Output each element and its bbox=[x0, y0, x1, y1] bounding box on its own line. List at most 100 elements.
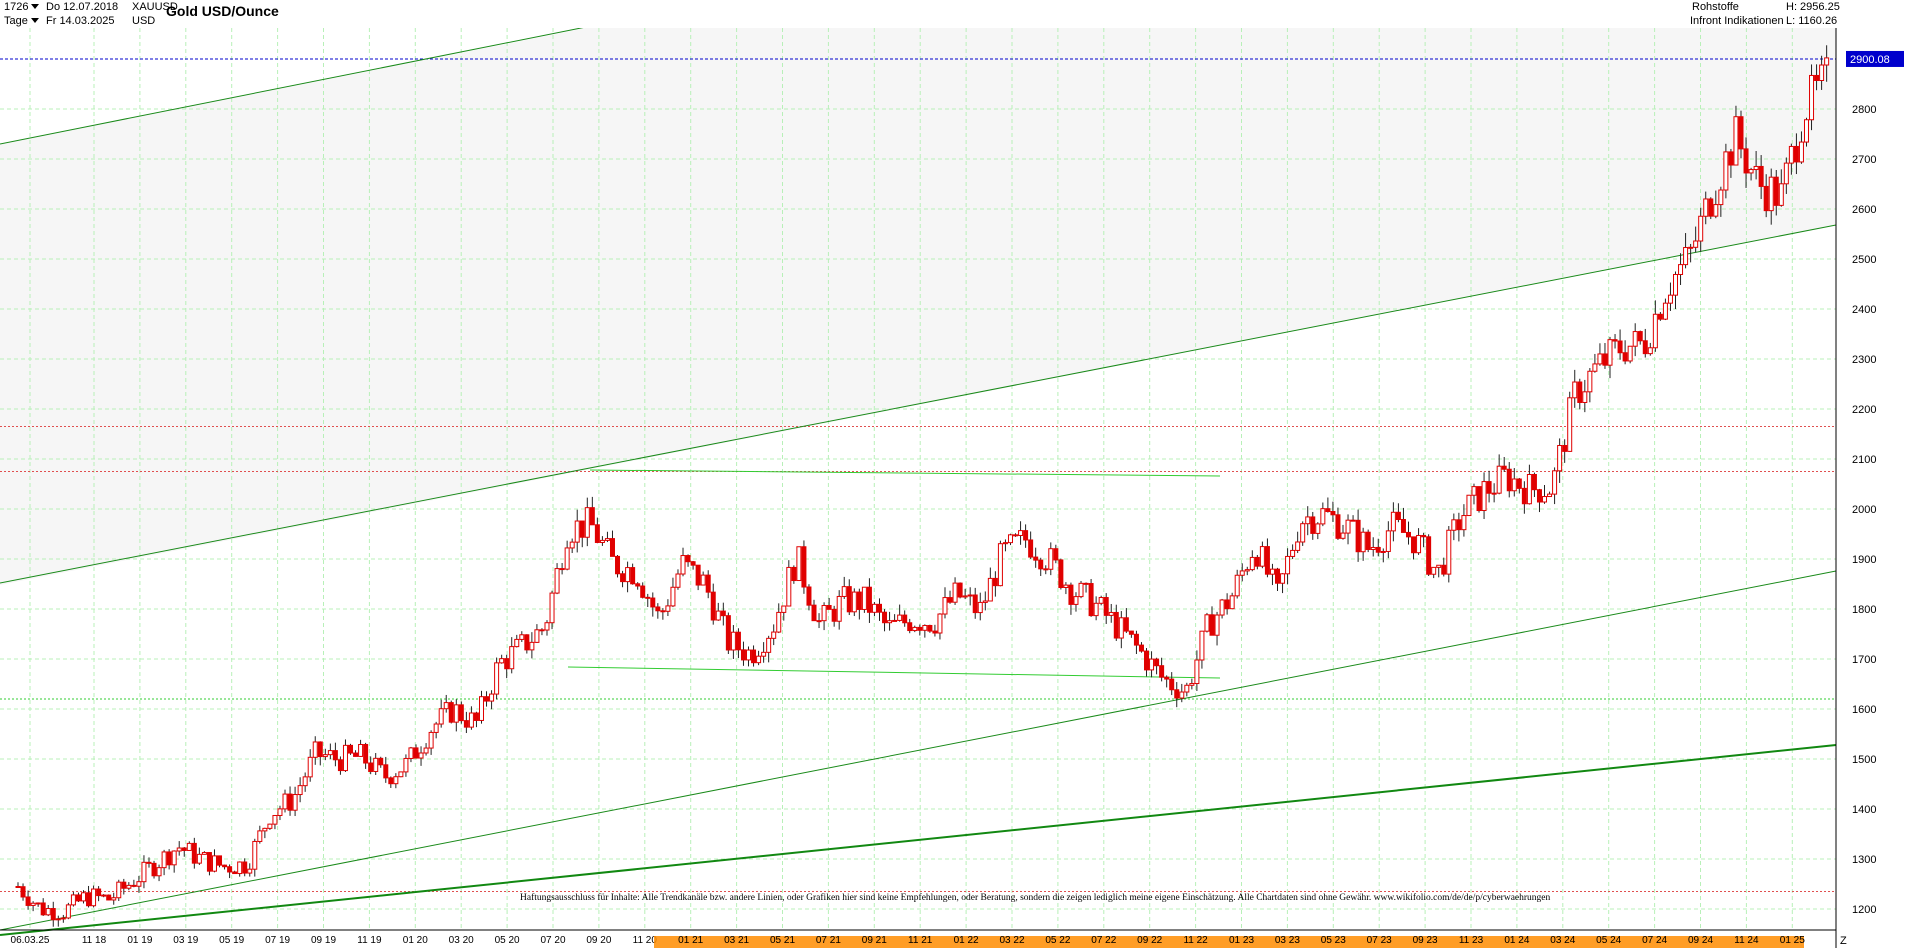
candle bbox=[544, 622, 550, 631]
candle bbox=[841, 586, 847, 597]
trend-lines bbox=[0, 26, 1837, 936]
candle bbox=[1748, 169, 1754, 174]
candle bbox=[116, 881, 122, 899]
candle bbox=[599, 539, 605, 543]
candle bbox=[1557, 444, 1563, 472]
candle bbox=[1728, 151, 1734, 166]
candle bbox=[675, 573, 681, 588]
candle bbox=[186, 842, 192, 851]
candle bbox=[1023, 530, 1029, 541]
candle bbox=[1234, 574, 1240, 597]
candle bbox=[952, 582, 958, 603]
candle bbox=[625, 567, 631, 583]
candle bbox=[1627, 345, 1633, 362]
candle bbox=[1753, 165, 1759, 171]
x-tick-label: 05 19 bbox=[219, 935, 244, 946]
x-tick-label: 07 22 bbox=[1091, 935, 1116, 946]
candle bbox=[962, 595, 968, 598]
x-tick-label: 09 22 bbox=[1137, 935, 1162, 946]
candle bbox=[771, 631, 777, 639]
candle bbox=[1683, 247, 1689, 266]
candle bbox=[1068, 584, 1074, 605]
candle bbox=[907, 622, 913, 632]
x-tick-label: 07 21 bbox=[816, 935, 841, 946]
candle bbox=[75, 894, 81, 902]
candle bbox=[1053, 548, 1059, 561]
candle bbox=[302, 776, 308, 787]
candle bbox=[15, 886, 21, 888]
candle bbox=[478, 696, 484, 721]
candle bbox=[756, 655, 762, 664]
candle bbox=[635, 583, 641, 587]
candle bbox=[1582, 391, 1588, 403]
candle bbox=[1118, 617, 1124, 639]
candle bbox=[937, 613, 943, 634]
candle bbox=[1481, 481, 1487, 512]
period-count: 1726 bbox=[4, 1, 29, 13]
candle bbox=[1703, 198, 1709, 217]
candle bbox=[574, 520, 580, 543]
candle bbox=[418, 752, 424, 759]
candle bbox=[1809, 74, 1815, 121]
candle bbox=[121, 881, 127, 889]
candle bbox=[1088, 583, 1094, 617]
interval-selector[interactable]: Tage bbox=[4, 15, 42, 28]
candle bbox=[151, 862, 157, 877]
candle bbox=[1063, 584, 1069, 589]
candle bbox=[161, 851, 167, 869]
x-tick-label: 11 19 bbox=[357, 935, 382, 946]
candle bbox=[831, 608, 837, 622]
x-tick-label: 05 22 bbox=[1045, 935, 1070, 946]
candle bbox=[166, 851, 172, 866]
candle bbox=[332, 750, 338, 761]
candle bbox=[1673, 273, 1679, 296]
candle bbox=[277, 808, 283, 816]
candle bbox=[1325, 508, 1331, 513]
x-tick-label: 03 20 bbox=[449, 935, 474, 946]
candle bbox=[237, 861, 243, 875]
candle bbox=[1592, 363, 1598, 372]
candle bbox=[60, 917, 66, 920]
candle bbox=[312, 741, 318, 758]
candle bbox=[1542, 496, 1548, 503]
candle bbox=[1662, 302, 1668, 320]
candle bbox=[403, 757, 409, 773]
period-count-selector[interactable]: 1726 bbox=[4, 1, 42, 14]
candle bbox=[111, 897, 117, 901]
candle bbox=[227, 866, 233, 873]
candle bbox=[1436, 564, 1442, 568]
candle bbox=[539, 629, 545, 632]
candle bbox=[1501, 465, 1507, 470]
candle bbox=[1788, 145, 1794, 164]
candle bbox=[1476, 486, 1482, 512]
candle bbox=[1819, 64, 1825, 81]
y-tick-label: 1400 bbox=[1852, 804, 1876, 816]
y-tick-label: 2700 bbox=[1852, 154, 1876, 166]
candle bbox=[1390, 511, 1396, 532]
candle bbox=[1536, 489, 1542, 503]
candle bbox=[1405, 531, 1411, 538]
candle bbox=[423, 747, 429, 754]
candle bbox=[1214, 614, 1220, 636]
candle bbox=[1345, 519, 1351, 534]
candle bbox=[1617, 340, 1623, 354]
candle bbox=[665, 605, 671, 612]
candle bbox=[927, 624, 933, 632]
x-tick-label: 01 21 bbox=[678, 935, 703, 946]
candle bbox=[670, 586, 676, 607]
candle bbox=[715, 610, 721, 621]
candle bbox=[1154, 658, 1160, 667]
candle bbox=[1688, 246, 1694, 249]
candle bbox=[720, 610, 726, 617]
candle bbox=[866, 586, 872, 613]
price-tag bbox=[1846, 50, 1904, 67]
candle bbox=[1798, 141, 1804, 163]
candle bbox=[972, 594, 978, 614]
candle bbox=[534, 629, 540, 643]
candle bbox=[141, 861, 147, 883]
candle bbox=[358, 743, 364, 757]
candle bbox=[86, 892, 92, 907]
candle bbox=[514, 638, 520, 648]
x-tick-label: 07 23 bbox=[1367, 935, 1392, 946]
